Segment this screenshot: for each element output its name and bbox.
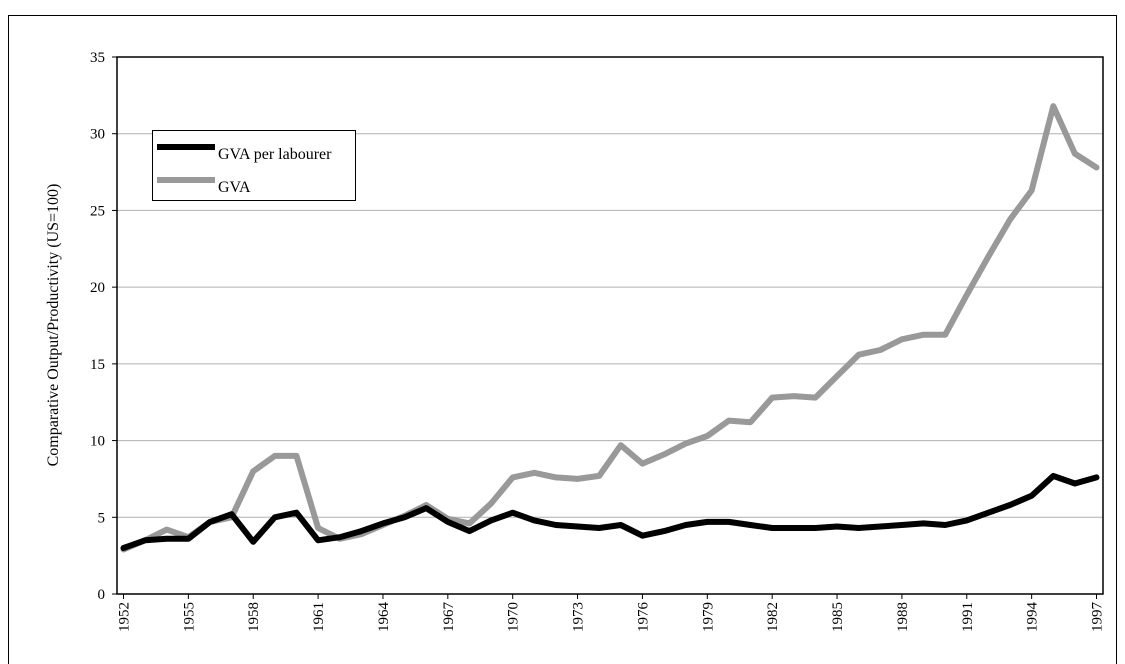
plot-frame: [116, 56, 1104, 595]
x-tick-label: 1964: [376, 602, 392, 633]
y-tick-label: 25: [90, 203, 105, 219]
x-tick-label: 1958: [246, 602, 262, 632]
y-tick-label: 35: [90, 50, 105, 66]
x-tick-label: 1997: [1090, 602, 1106, 633]
legend-label: GVA: [218, 179, 251, 196]
y-tick-label: 15: [90, 357, 105, 373]
x-tick-label: 1991: [960, 602, 976, 632]
x-tick-label: 1952: [116, 602, 132, 632]
x-tick-label: 1967: [441, 602, 457, 633]
x-tick-label: 1985: [830, 602, 846, 632]
y-tick-label: 20: [90, 280, 105, 296]
y-tick-label: 10: [90, 434, 105, 450]
x-tick-label: 1955: [181, 602, 197, 632]
y-tick-label: 0: [98, 587, 106, 603]
data-line: [120, 103, 1100, 553]
outer-border: [8, 15, 1117, 664]
data-line: [120, 472, 1100, 551]
x-tick-label: 1961: [311, 602, 327, 632]
x-tick-label: 1979: [700, 602, 716, 632]
x-tick-label: 1982: [765, 602, 781, 632]
x-tick-label: 1973: [571, 602, 587, 632]
x-tick-label: 1994: [1025, 602, 1041, 633]
x-tick-label: 1970: [506, 602, 522, 632]
y-axis-label: Comparative Output/Productivity (US=100): [45, 184, 62, 467]
legend: GVA per labourer GVA: [152, 130, 356, 201]
y-tick-label: 5: [98, 510, 106, 526]
x-tick-label: 1976: [635, 602, 651, 633]
x-tick-label: 1988: [895, 602, 911, 632]
legend-box: [152, 130, 356, 201]
y-tick-label: 30: [90, 127, 105, 143]
legend-label: GVA per labourer: [218, 146, 332, 163]
